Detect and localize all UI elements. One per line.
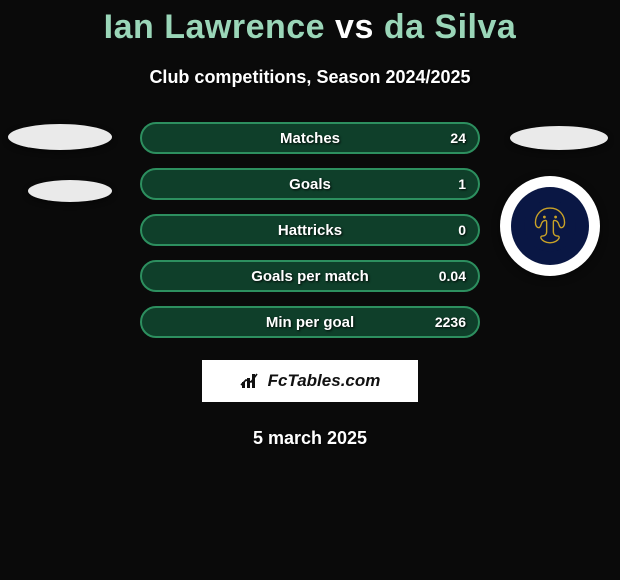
stat-label: Hattricks xyxy=(142,222,478,239)
stat-row-hattricks: Hattricks 0 xyxy=(140,214,480,246)
date-label: 5 march 2025 xyxy=(0,428,620,449)
vs-text: vs xyxy=(335,8,374,46)
fctables-label: FcTables.com xyxy=(268,371,381,391)
stat-label: Min per goal xyxy=(142,314,478,331)
stat-right-value: 1 xyxy=(458,176,466,192)
stat-right-value: 0 xyxy=(458,222,466,238)
stat-right-value: 2236 xyxy=(435,314,466,330)
stat-row-matches: Matches 24 xyxy=(140,122,480,154)
stat-row-goals-per-match: Goals per match 0.04 xyxy=(140,260,480,292)
stat-right-value: 24 xyxy=(450,130,466,146)
bar-chart-icon xyxy=(240,372,262,390)
stat-label: Goals per match xyxy=(142,268,478,285)
comparison-title: Ian Lawrence vs da Silva xyxy=(0,0,620,47)
stats-rows: Matches 24 Goals 1 Hattricks 0 Goals per… xyxy=(140,122,480,338)
stat-label: Goals xyxy=(142,176,478,193)
fctables-watermark: FcTables.com xyxy=(202,360,418,402)
player2-name: da Silva xyxy=(384,8,517,46)
stat-right-value: 0.04 xyxy=(439,268,466,284)
stat-label: Matches xyxy=(142,130,478,147)
stat-row-goals: Goals 1 xyxy=(140,168,480,200)
player1-name: Ian Lawrence xyxy=(104,8,325,46)
stats-card: Matches 24 Goals 1 Hattricks 0 Goals per… xyxy=(0,122,620,449)
stat-row-min-per-goal: Min per goal 2236 xyxy=(140,306,480,338)
subtitle: Club competitions, Season 2024/2025 xyxy=(0,67,620,88)
